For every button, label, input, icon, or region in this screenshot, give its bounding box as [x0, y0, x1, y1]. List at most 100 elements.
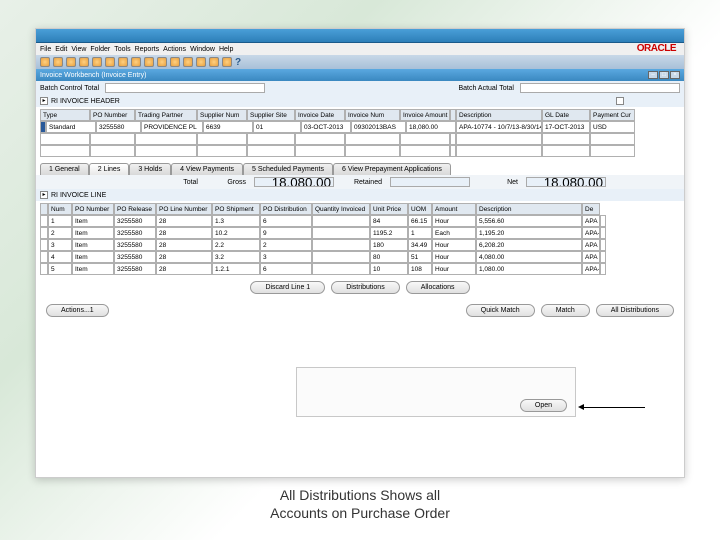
cell[interactable]: Hour	[432, 215, 476, 227]
cell[interactable]	[90, 133, 135, 145]
cell[interactable]: 3255580	[114, 215, 156, 227]
cell[interactable]: Standard	[46, 121, 96, 133]
menu-tools[interactable]: Tools	[114, 46, 130, 53]
toolbar-icon[interactable]	[92, 57, 102, 67]
cell[interactable]: PROVIDENCE PL	[141, 121, 203, 133]
cell[interactable]: 10.2	[212, 227, 260, 239]
menu-view[interactable]: View	[71, 46, 86, 53]
cell[interactable]: Item	[72, 215, 114, 227]
row-selector[interactable]	[40, 251, 48, 263]
cell[interactable]	[542, 133, 590, 145]
cell[interactable]	[312, 239, 370, 251]
cell[interactable]: Hour	[432, 263, 476, 275]
cell[interactable]: APA-10774 - 10/7/13-8/30/14 - B	[456, 121, 542, 133]
cell[interactable]	[345, 145, 400, 157]
toolbar-icon[interactable]	[118, 57, 128, 67]
cell[interactable]: 3255580	[114, 263, 156, 275]
toolbar-icon[interactable]	[222, 57, 232, 67]
help-icon[interactable]: ?	[235, 57, 241, 68]
menu-actions[interactable]: Actions	[163, 46, 186, 53]
cell[interactable]: 1.3	[212, 215, 260, 227]
cell[interactable]	[600, 251, 606, 263]
tab-prepayment[interactable]: 6 View Prepayment Applications	[333, 163, 451, 175]
cell[interactable]	[400, 145, 450, 157]
toolbar-icon[interactable]	[157, 57, 167, 67]
minimize-icon[interactable]: –	[648, 71, 658, 79]
distributions-button[interactable]: Distributions	[331, 281, 400, 294]
cell[interactable]: Item	[72, 239, 114, 251]
cell[interactable]: 1195.2	[370, 227, 408, 239]
cell[interactable]: 34.49	[408, 239, 432, 251]
cell[interactable]: 2.2	[212, 239, 260, 251]
cell[interactable]	[600, 239, 606, 251]
cell[interactable]: 3255580	[114, 251, 156, 263]
cell[interactable]: APA-10774 - 8/25/12-10/31/13 - SJBC	[582, 263, 600, 275]
toolbar-icon[interactable]	[105, 57, 115, 67]
tab-view-payments[interactable]: 4 View Payments	[171, 163, 243, 175]
cell[interactable]: 3.2	[212, 251, 260, 263]
cell[interactable]: 108	[408, 263, 432, 275]
cell[interactable]: 1	[408, 227, 432, 239]
cell[interactable]: 03-OCT-2013	[301, 121, 351, 133]
toolbar-icon[interactable]	[196, 57, 206, 67]
row-selector[interactable]	[40, 263, 48, 275]
cell[interactable]: 09302013BAS	[351, 121, 406, 133]
toolbar-icon[interactable]	[53, 57, 63, 67]
maximize-icon[interactable]: □	[659, 71, 669, 79]
cell[interactable]	[312, 215, 370, 227]
cell[interactable]: Item	[72, 263, 114, 275]
cell[interactable]: 3	[260, 251, 312, 263]
cell[interactable]: 66.15	[408, 215, 432, 227]
cell[interactable]: APA 10774 - 10/7/13-8/30/14 - PROLE	[582, 215, 600, 227]
quick-match-button[interactable]: Quick Match	[466, 304, 535, 317]
cell[interactable]: Hour	[432, 251, 476, 263]
cell[interactable]: 10	[370, 263, 408, 275]
tab-general[interactable]: 1 General	[40, 163, 89, 175]
cell[interactable]	[456, 133, 542, 145]
cell[interactable]: Hour	[432, 239, 476, 251]
cell[interactable]: 6,208.20	[476, 239, 582, 251]
cell[interactable]: 6	[260, 215, 312, 227]
cell[interactable]: 3255580	[114, 239, 156, 251]
cell[interactable]	[590, 145, 635, 157]
cell[interactable]: 18,080.00	[406, 121, 456, 133]
cell[interactable]	[312, 263, 370, 275]
cell[interactable]	[197, 133, 247, 145]
menu-file[interactable]: File	[40, 46, 51, 53]
cell[interactable]: 9	[260, 227, 312, 239]
cell[interactable]: 4	[48, 251, 72, 263]
actions-button[interactable]: Actions...1	[46, 304, 109, 317]
menu-window[interactable]: Window	[190, 46, 215, 53]
cell[interactable]	[542, 145, 590, 157]
cell[interactable]	[135, 145, 197, 157]
menu-help[interactable]: Help	[219, 46, 233, 53]
cell[interactable]: USD	[590, 121, 635, 133]
match-button[interactable]: Match	[541, 304, 590, 317]
cell[interactable]	[135, 133, 197, 145]
cell[interactable]	[312, 227, 370, 239]
cell[interactable]: 1	[48, 215, 72, 227]
cell[interactable]: 28	[156, 263, 212, 275]
batch-control-input[interactable]	[105, 83, 265, 93]
cell[interactable]: 1.2.1	[212, 263, 260, 275]
cell[interactable]: 28	[156, 215, 212, 227]
cell[interactable]: 84	[370, 215, 408, 227]
menu-edit[interactable]: Edit	[55, 46, 67, 53]
cell[interactable]: 6639	[203, 121, 253, 133]
toolbar-icon[interactable]	[144, 57, 154, 67]
menu-reports[interactable]: Reports	[135, 46, 160, 53]
cell[interactable]: Item	[72, 251, 114, 263]
cell[interactable]	[40, 133, 90, 145]
cell[interactable]: 28	[156, 251, 212, 263]
menu-folder[interactable]: Folder	[90, 46, 110, 53]
cell[interactable]: 3	[48, 239, 72, 251]
cell[interactable]	[247, 145, 295, 157]
close-icon[interactable]: ×	[670, 71, 680, 79]
cell[interactable]: 3255580	[114, 227, 156, 239]
cell[interactable]	[247, 133, 295, 145]
allocations-button[interactable]: Allocations	[406, 281, 470, 294]
all-distributions-button[interactable]: All Distributions	[596, 304, 674, 317]
toolbar-icon[interactable]	[209, 57, 219, 67]
cell[interactable]	[295, 133, 345, 145]
toolbar-icon[interactable]	[79, 57, 89, 67]
